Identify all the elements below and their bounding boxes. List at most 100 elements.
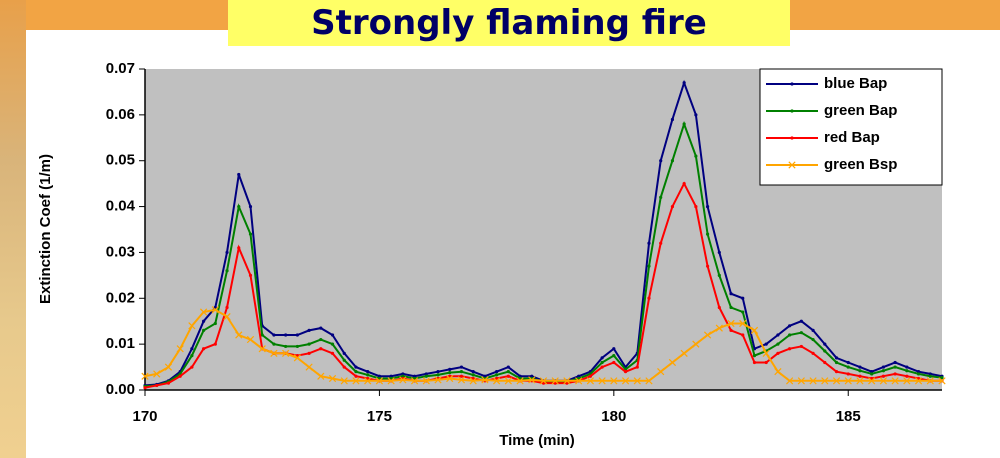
marker <box>307 342 311 346</box>
marker <box>495 373 499 377</box>
marker <box>856 377 864 385</box>
marker <box>342 358 346 362</box>
marker <box>448 370 452 375</box>
y-tick-label: 0.03 <box>106 243 135 260</box>
marker <box>668 358 677 367</box>
marker <box>190 365 194 369</box>
marker <box>237 172 241 177</box>
marker <box>516 377 524 385</box>
marker <box>504 377 512 385</box>
marker <box>434 376 442 384</box>
marker <box>776 351 780 355</box>
marker <box>703 331 712 339</box>
marker <box>225 250 229 255</box>
marker <box>903 377 911 385</box>
marker <box>764 360 768 365</box>
marker <box>166 381 171 385</box>
marker <box>528 376 536 384</box>
marker <box>471 370 475 374</box>
marker <box>717 305 721 310</box>
marker <box>248 204 253 209</box>
marker <box>539 377 548 385</box>
marker <box>153 370 161 378</box>
marker <box>202 319 206 323</box>
legend-label: blue Bap <box>824 75 887 92</box>
marker <box>248 232 253 236</box>
marker <box>670 159 675 163</box>
marker <box>645 377 653 385</box>
marker <box>188 322 196 330</box>
marker <box>764 342 768 346</box>
marker <box>914 377 923 385</box>
marker <box>727 319 735 328</box>
marker <box>811 328 815 332</box>
marker <box>694 113 698 117</box>
marker <box>366 370 370 374</box>
marker <box>202 328 206 332</box>
marker <box>774 368 782 376</box>
marker <box>190 347 194 351</box>
marker <box>705 204 710 209</box>
marker <box>940 376 944 380</box>
marker <box>307 351 311 355</box>
marker <box>399 376 407 384</box>
marker <box>741 333 745 337</box>
marker <box>471 373 475 377</box>
marker <box>926 377 934 385</box>
marker <box>530 374 534 378</box>
marker <box>776 333 780 337</box>
marker <box>844 377 852 385</box>
marker <box>705 232 710 236</box>
marker <box>235 331 243 339</box>
marker <box>752 360 757 365</box>
marker <box>717 273 721 277</box>
marker <box>293 354 301 362</box>
marker <box>342 351 346 355</box>
y-tick-label: 0.01 <box>106 335 135 352</box>
marker <box>657 368 665 376</box>
marker <box>846 365 850 369</box>
marker <box>893 360 897 365</box>
marker <box>237 204 241 209</box>
marker <box>260 333 264 337</box>
marker <box>270 349 278 357</box>
marker <box>762 349 770 357</box>
marker <box>879 377 888 385</box>
marker <box>225 269 229 273</box>
marker <box>786 377 794 385</box>
marker <box>612 354 616 358</box>
marker <box>834 360 839 365</box>
marker <box>328 374 337 383</box>
marker <box>612 360 616 365</box>
marker <box>600 356 604 360</box>
marker <box>905 369 909 373</box>
marker <box>506 370 510 374</box>
y-tick-label: 0.05 <box>106 152 135 169</box>
marker <box>797 377 805 385</box>
marker <box>598 377 606 385</box>
marker <box>788 347 792 351</box>
marker <box>141 372 149 380</box>
marker <box>330 342 335 346</box>
marker <box>647 241 651 245</box>
y-axis-title: Extinction Coef (1/m) <box>37 154 54 304</box>
x-tick-label: 185 <box>836 408 861 425</box>
marker <box>832 377 841 385</box>
slide-strip <box>0 0 26 458</box>
marker <box>823 349 827 353</box>
marker <box>495 370 499 374</box>
marker <box>635 365 639 369</box>
marker <box>682 182 686 186</box>
marker <box>799 319 803 323</box>
y-tick-label: 0.04 <box>106 198 136 215</box>
marker <box>459 374 464 378</box>
legend-label: green Bap <box>824 102 897 119</box>
marker <box>412 374 417 378</box>
marker <box>483 374 487 378</box>
marker <box>237 246 241 250</box>
marker <box>893 365 897 369</box>
marker <box>352 377 360 385</box>
marker <box>366 373 370 377</box>
x-tick-label: 175 <box>367 408 392 425</box>
marker <box>834 370 839 374</box>
